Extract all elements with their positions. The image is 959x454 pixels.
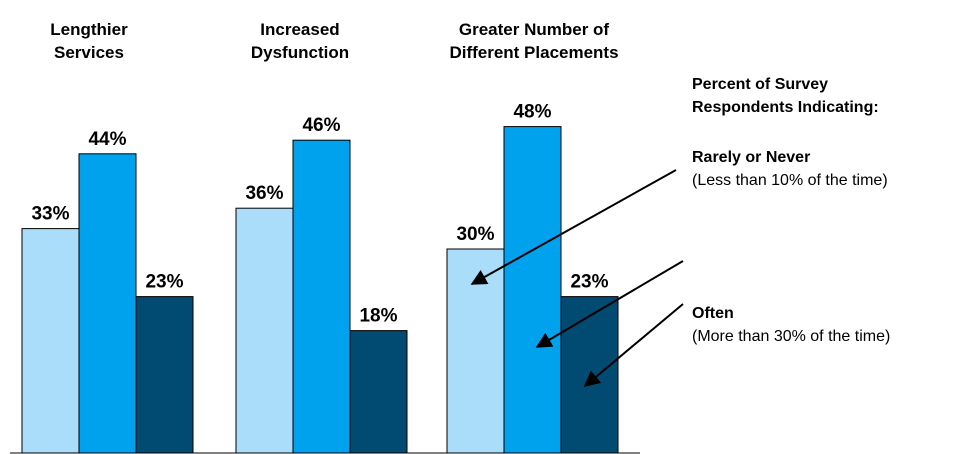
category-title: Different Placements xyxy=(449,43,618,62)
legend: Percent of Survey Respondents Indicating:… xyxy=(692,76,890,345)
bar xyxy=(292,139,351,454)
legend-title: Percent of Survey xyxy=(692,76,828,93)
value-label: 23% xyxy=(570,272,608,293)
bar xyxy=(503,126,562,454)
value-labels: 33% 36% 30% 44% 46% 48% 23% 18% 23% xyxy=(31,102,608,327)
arrow-rarely xyxy=(470,169,677,285)
bar xyxy=(349,330,408,454)
value-label: 44% xyxy=(88,129,126,150)
category-title: Increased xyxy=(260,20,339,39)
legend-rarely-label: Rarely or Never xyxy=(692,149,810,166)
value-label: 18% xyxy=(359,306,397,327)
value-label: 46% xyxy=(302,115,340,136)
category-title: Dysfunction xyxy=(251,43,349,62)
value-label: 23% xyxy=(145,272,183,293)
bars-layer xyxy=(21,126,619,454)
legend-often-desc: (More than 30% of the time) xyxy=(692,328,890,345)
value-label: 36% xyxy=(245,183,283,204)
arrow-often-dark xyxy=(583,303,684,388)
bar xyxy=(135,296,194,454)
bar xyxy=(446,248,505,454)
bar xyxy=(235,207,294,454)
arrow-often-mid xyxy=(535,260,684,348)
value-label: 48% xyxy=(513,102,551,123)
legend-rarely-desc: (Less than 10% of the time) xyxy=(692,172,888,189)
category-title: Greater Number of xyxy=(459,20,610,39)
legend-title: Respondents Indicating: xyxy=(692,99,879,116)
legend-arrows xyxy=(470,169,684,388)
value-label: 30% xyxy=(456,224,494,245)
legend-often-label: Often xyxy=(692,305,734,322)
bar xyxy=(21,228,80,454)
group-titles: Lengthier Services Increased Dysfunction Gre… xyxy=(50,20,618,62)
bar xyxy=(560,296,619,454)
bar xyxy=(78,153,137,454)
value-label: 33% xyxy=(31,204,69,225)
category-title: Lengthier xyxy=(50,20,128,39)
category-title: Services xyxy=(54,43,124,62)
